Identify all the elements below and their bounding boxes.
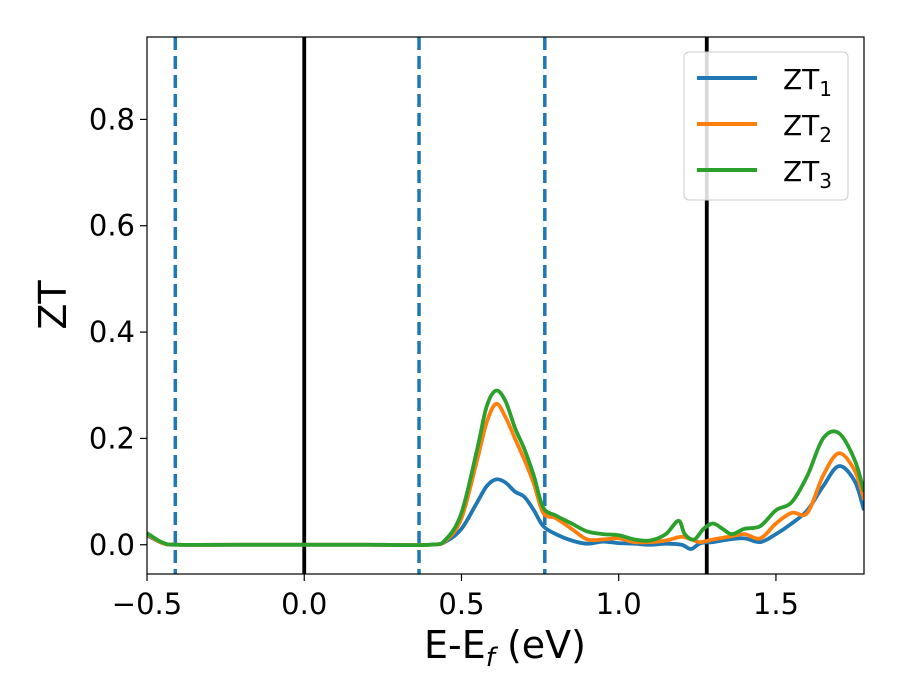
series-line-zt2 — [147, 401, 864, 547]
legend-box — [683, 51, 849, 201]
x-tick-label: 1.0 — [596, 587, 642, 621]
reference-lines — [173, 37, 709, 574]
y-tick-label: 0.0 — [89, 528, 135, 562]
x-tick-label: −0.5 — [112, 587, 182, 621]
x-axis-ticks: −0.5 0.0 0.5 1.0 1.5 — [112, 574, 799, 621]
legend-label-zt1: ZT1 — [783, 63, 832, 101]
y-tick-label: 0.2 — [89, 421, 135, 455]
x-tick-label: 0.5 — [438, 587, 484, 621]
y-axis-title: ZT — [31, 280, 75, 330]
x-tick-label: 0.0 — [281, 587, 327, 621]
y-tick-label: 0.8 — [89, 102, 135, 136]
y-axis-ticks: 0.0 0.2 0.4 0.6 0.8 — [89, 102, 147, 562]
x-axis-title: E-Ef (eV) — [424, 623, 586, 673]
series-line-zt3 — [147, 388, 864, 548]
plot-frame — [146, 36, 865, 575]
y-tick-label: 0.6 — [89, 209, 135, 243]
y-tick-label: 0.4 — [89, 315, 135, 349]
series-lines — [147, 388, 864, 551]
legend-label-zt2: ZT2 — [783, 109, 832, 147]
x-tick-label: 1.5 — [753, 587, 799, 621]
legend: ZT1 ZT2 ZT3 — [683, 51, 849, 201]
legend-label-zt3: ZT3 — [783, 155, 832, 193]
